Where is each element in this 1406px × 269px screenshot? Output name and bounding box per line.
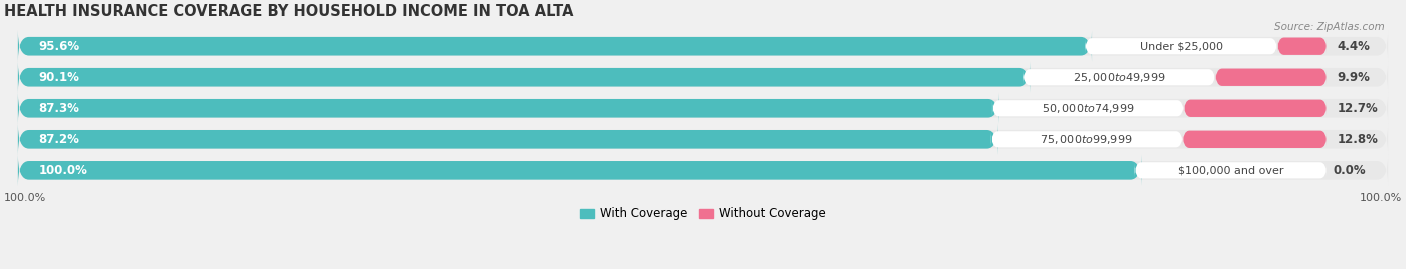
FancyBboxPatch shape	[1182, 131, 1326, 148]
FancyBboxPatch shape	[1085, 38, 1277, 54]
Text: HEALTH INSURANCE COVERAGE BY HOUSEHOLD INCOME IN TOA ALTA: HEALTH INSURANCE COVERAGE BY HOUSEHOLD I…	[4, 4, 574, 19]
FancyBboxPatch shape	[18, 31, 1092, 62]
Text: $100,000 and over: $100,000 and over	[1178, 165, 1284, 175]
Text: 87.3%: 87.3%	[38, 102, 79, 115]
Text: 100.0%: 100.0%	[4, 193, 46, 203]
Text: $50,000 to $74,999: $50,000 to $74,999	[1042, 102, 1135, 115]
FancyBboxPatch shape	[18, 93, 998, 124]
FancyBboxPatch shape	[1184, 100, 1326, 117]
FancyBboxPatch shape	[18, 155, 1388, 186]
Text: Source: ZipAtlas.com: Source: ZipAtlas.com	[1274, 22, 1385, 31]
FancyBboxPatch shape	[18, 62, 1031, 93]
FancyBboxPatch shape	[1135, 162, 1326, 178]
Legend: With Coverage, Without Coverage: With Coverage, Without Coverage	[575, 203, 831, 225]
FancyBboxPatch shape	[1024, 69, 1215, 85]
Text: 0.0%: 0.0%	[1333, 164, 1367, 177]
Text: 95.6%: 95.6%	[38, 40, 80, 53]
FancyBboxPatch shape	[18, 31, 1388, 62]
Text: $25,000 to $49,999: $25,000 to $49,999	[1073, 71, 1166, 84]
FancyBboxPatch shape	[1277, 38, 1326, 55]
FancyBboxPatch shape	[18, 124, 1388, 155]
Text: 87.2%: 87.2%	[38, 133, 79, 146]
FancyBboxPatch shape	[993, 100, 1184, 116]
Text: 12.7%: 12.7%	[1337, 102, 1378, 115]
Text: Under $25,000: Under $25,000	[1140, 41, 1223, 51]
FancyBboxPatch shape	[18, 155, 1142, 186]
Text: 4.4%: 4.4%	[1337, 40, 1371, 53]
FancyBboxPatch shape	[991, 131, 1182, 147]
Text: 100.0%: 100.0%	[38, 164, 87, 177]
FancyBboxPatch shape	[18, 93, 1388, 124]
FancyBboxPatch shape	[18, 62, 1388, 93]
FancyBboxPatch shape	[18, 124, 998, 155]
FancyBboxPatch shape	[1215, 69, 1326, 86]
Text: $75,000 to $99,999: $75,000 to $99,999	[1040, 133, 1133, 146]
Text: 100.0%: 100.0%	[1360, 193, 1402, 203]
Text: 90.1%: 90.1%	[38, 71, 79, 84]
Text: 9.9%: 9.9%	[1337, 71, 1371, 84]
Text: 12.8%: 12.8%	[1337, 133, 1378, 146]
